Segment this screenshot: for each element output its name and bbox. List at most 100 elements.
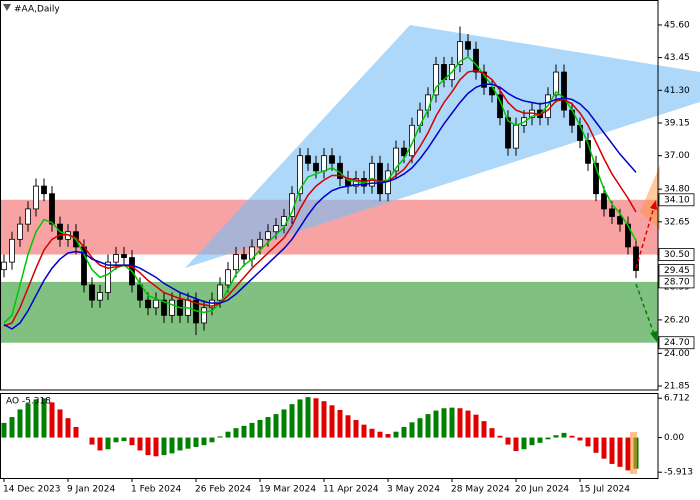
candle-body xyxy=(601,193,607,210)
candle-body xyxy=(433,64,439,96)
plot-layer xyxy=(1,26,639,471)
y-tick-label: 41.30 xyxy=(664,86,690,96)
y-tick-label: 21.85 xyxy=(664,382,690,392)
ao-bar xyxy=(257,419,263,438)
ao-bar xyxy=(9,417,15,438)
candle-body xyxy=(41,185,47,195)
candle-body xyxy=(121,254,127,258)
ao-bar xyxy=(409,422,415,438)
ao-bar xyxy=(457,408,463,438)
ao-bar xyxy=(169,437,175,454)
ao-bar xyxy=(425,414,431,438)
candle-body xyxy=(409,124,415,157)
ao-bar xyxy=(433,410,439,438)
ao-bar xyxy=(593,437,599,453)
candle-body xyxy=(401,147,407,157)
ao-bar xyxy=(209,437,215,443)
ao-bar xyxy=(281,409,287,438)
candle-body xyxy=(425,94,431,111)
ao-bar xyxy=(497,435,503,438)
chart-title: #AA,Daily xyxy=(14,5,60,15)
ao-bar xyxy=(265,417,271,438)
ao-bar xyxy=(473,414,479,438)
candle-body xyxy=(473,48,479,73)
candle-body xyxy=(89,284,95,301)
candle-body xyxy=(457,41,463,65)
candle-body xyxy=(297,155,303,195)
ao-bar xyxy=(177,437,183,451)
ao-bar xyxy=(129,437,135,446)
down-arrow-line xyxy=(635,283,655,335)
ao-bar xyxy=(241,425,247,438)
candle-body xyxy=(161,299,167,316)
y-tick-label: 32.65 xyxy=(664,217,690,227)
ao-bar xyxy=(185,437,191,449)
price-label-box xyxy=(658,248,695,261)
candle-body xyxy=(377,162,383,195)
price-label: 30.50 xyxy=(664,250,690,260)
candle-body xyxy=(553,71,559,96)
candle-body xyxy=(1,261,7,271)
price-label: 29.45 xyxy=(664,266,690,276)
y-tick-label: -5.913 xyxy=(664,468,693,478)
price-label: 34.10 xyxy=(664,195,690,205)
candle-body xyxy=(321,155,327,172)
axis-layer: 45.60 43.45 41.30 39.15 37.00 34.80 32.65 30.50… xyxy=(3,20,695,495)
candle-body xyxy=(513,124,519,149)
ao-bar xyxy=(401,427,407,438)
candle-body xyxy=(169,299,175,316)
price-zone xyxy=(0,281,658,343)
ao-bar xyxy=(161,437,167,456)
ao-bar xyxy=(617,437,623,467)
candle-body xyxy=(25,208,31,225)
ao-bar xyxy=(505,437,511,445)
x-tick-label: 28 May 2024 xyxy=(451,485,510,495)
x-tick-label: 15 Jul 2024 xyxy=(579,485,630,495)
candle-body xyxy=(273,225,279,233)
candle-body xyxy=(329,155,335,164)
ao-bar xyxy=(137,437,143,451)
symbol-icon xyxy=(3,4,11,11)
ao-bar xyxy=(529,437,535,446)
moving-average xyxy=(3,83,637,330)
candle-body xyxy=(97,292,103,301)
ao-frame xyxy=(0,393,659,479)
price-label-box xyxy=(658,193,695,207)
candle-body xyxy=(313,162,319,172)
candle-body xyxy=(233,254,239,271)
x-tick-label: 9 Jan 2024 xyxy=(67,485,115,495)
candle-body xyxy=(241,254,247,260)
candle-body xyxy=(505,117,511,149)
ao-bar xyxy=(417,418,423,438)
candle-body xyxy=(393,147,399,172)
ao-bar xyxy=(553,435,559,438)
ao-bar xyxy=(329,405,335,438)
candle-body xyxy=(593,162,599,195)
ao-bar xyxy=(65,418,71,438)
candle-body xyxy=(617,216,623,225)
ao-bar xyxy=(513,437,519,452)
ao-bar xyxy=(449,407,455,438)
ao-bar xyxy=(377,431,383,438)
ao-bar xyxy=(481,421,487,438)
candle-body xyxy=(217,284,223,301)
candle-body xyxy=(609,208,615,217)
ao-bar xyxy=(33,399,39,438)
ao-bar xyxy=(249,422,255,438)
ao-bar xyxy=(89,437,95,445)
candle-body xyxy=(105,261,111,293)
ao-bar xyxy=(625,437,631,471)
candle-body xyxy=(257,238,263,248)
ao-bar xyxy=(441,408,447,438)
ao-bar xyxy=(105,437,111,450)
ao-bar xyxy=(297,399,303,438)
ao-bar xyxy=(393,431,399,438)
y-tick-label: 37.00 xyxy=(664,151,690,161)
candle-body xyxy=(33,185,39,210)
y-tick-label: 26.20 xyxy=(664,315,690,325)
up-arrow-head xyxy=(650,200,657,210)
candle-body xyxy=(145,299,151,309)
y-tick-label: 34.80 xyxy=(664,185,690,195)
ao-bar xyxy=(289,404,295,438)
